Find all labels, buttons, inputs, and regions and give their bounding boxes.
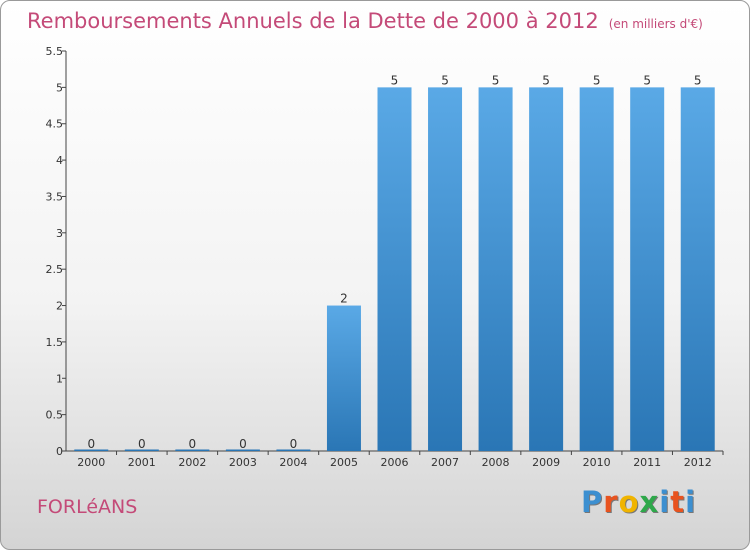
y-tick-label: 3 [56,227,63,240]
y-tick-label: 5.5 [46,45,64,58]
y-tick-label: 4 [56,154,63,167]
bar-2002 [175,449,210,451]
data-label-2009: 5 [542,73,550,87]
data-label-2010: 5 [593,73,601,87]
x-tick-label-2003: 2003 [229,456,257,469]
x-tick-label-2011: 2011 [633,456,661,469]
chart-title-text: Remboursements Annuels de la Dette de 20… [27,9,599,33]
x-tick-label-2001: 2001 [128,456,156,469]
x-tick-label-2006: 2006 [381,456,409,469]
data-label-2004: 0 [290,437,298,451]
data-label-2007: 5 [441,73,449,87]
y-tick-label: 0.5 [46,409,64,422]
data-label-2012: 5 [694,73,702,87]
chart-title: Remboursements Annuels de la Dette de 20… [27,9,703,33]
bar-2012 [680,87,715,451]
x-tick-label-2004: 2004 [279,456,307,469]
data-label-2002: 0 [189,437,197,451]
bar-2001 [124,449,159,451]
x-tick-label-2009: 2009 [532,456,560,469]
proxiti-logo: Proxiti [581,485,696,519]
bar-2003 [225,449,260,451]
x-tick-label-2010: 2010 [583,456,611,469]
x-tick-label-2007: 2007 [431,456,459,469]
data-label-2011: 5 [643,73,651,87]
x-tick-label-2002: 2002 [178,456,206,469]
brand-letter: i [685,485,697,519]
y-tick-label: 3.5 [46,190,64,203]
chart-bars [74,87,715,451]
y-tick-label: 1.5 [46,336,64,349]
x-tick-label-2005: 2005 [330,456,358,469]
y-tick-label: 2.5 [46,263,64,276]
data-label-2000: 0 [87,437,95,451]
chart-axes: 0 0.5 1 1.5 2 2.5 3 3.5 4 4.5 5 5.5 [46,45,724,458]
brand-letter: t [670,485,686,519]
y-tick-label: 1 [56,372,63,385]
chart-subtitle: (en milliers d'€) [608,17,703,31]
bar-2004 [276,449,311,451]
y-tick-label: 0 [56,445,63,458]
brand-letter: r [603,485,619,519]
data-label-2003: 0 [239,437,247,451]
bar-2009 [529,87,564,451]
city-name: FORLéANS [37,496,138,518]
bar-2010 [579,87,614,451]
bar-2000 [74,449,109,451]
bar-2005 [326,305,361,451]
bar-2011 [630,87,665,451]
brand-letter: P [581,485,604,519]
bar-2007 [428,87,463,451]
x-tick-label-2000: 2000 [77,456,105,469]
data-label-2005: 2 [340,292,348,306]
brand-letter: o [618,485,640,519]
y-tick-label: 5 [56,81,63,94]
data-label-2001: 0 [138,437,146,451]
y-tick-label: 2 [56,300,63,313]
bar-2006 [377,87,412,451]
data-label-2008: 5 [492,73,500,87]
x-tick-label-2008: 2008 [482,456,510,469]
chart-labels: 2000 0 2001 0 2002 0 2003 0 2004 0 2005 2 2006 5 2007 5… [77,73,711,469]
bar-2008 [478,87,513,451]
data-label-2006: 5 [391,73,399,87]
x-tick-label-2012: 2012 [684,456,712,469]
y-tick-label: 4.5 [46,118,64,131]
brand-letter: i [659,485,671,519]
brand-letter: x [639,485,660,519]
